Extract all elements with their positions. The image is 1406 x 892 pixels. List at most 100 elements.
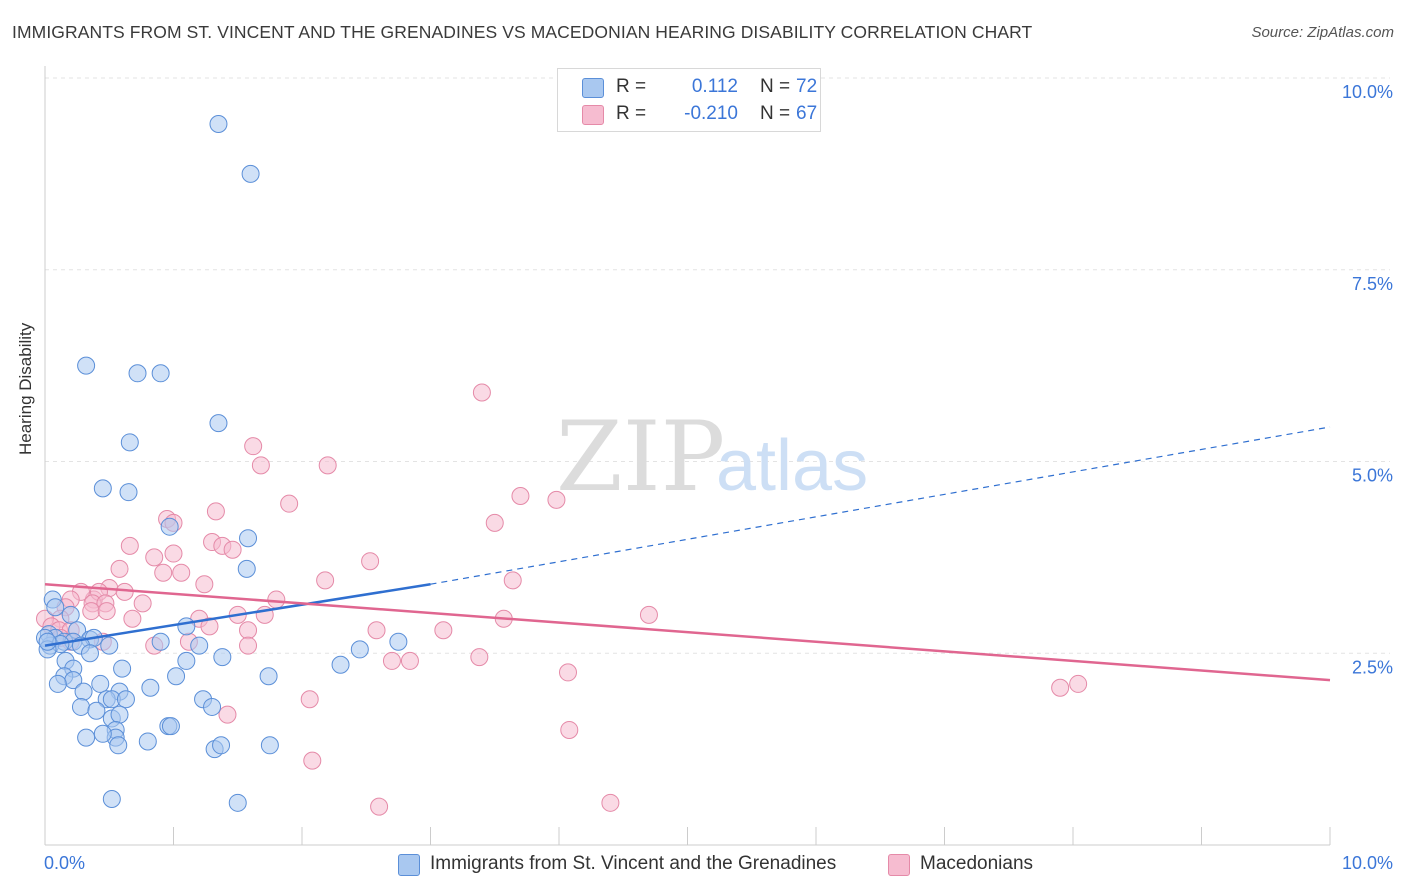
point-st-vincent bbox=[160, 517, 179, 536]
legend-swatch-blue bbox=[398, 854, 420, 876]
r-label: R = bbox=[616, 103, 647, 124]
point-st-vincent bbox=[350, 640, 369, 659]
tick-labels: 2.5% 5.0% 7.5% 10.0% 0.0% 10.0% bbox=[44, 82, 1393, 873]
point-st-vincent bbox=[119, 483, 138, 502]
series-legend: Immigrants from St. Vincent and the Gren… bbox=[0, 852, 1406, 878]
y-axis-label: Hearing Disability bbox=[16, 322, 35, 455]
point-macedonians bbox=[239, 621, 258, 640]
n-label: N = bbox=[760, 76, 791, 97]
point-st-vincent bbox=[190, 636, 209, 655]
point-st-vincent bbox=[177, 617, 196, 636]
point-macedonians bbox=[601, 793, 620, 812]
point-macedonians bbox=[316, 571, 335, 590]
point-st-vincent bbox=[80, 644, 99, 663]
point-macedonians bbox=[558, 663, 577, 682]
point-macedonians bbox=[280, 494, 299, 513]
chart-title: IMMIGRANTS FROM ST. VINCENT AND THE GREN… bbox=[12, 22, 1033, 42]
point-macedonians bbox=[434, 621, 453, 640]
point-macedonians bbox=[547, 490, 566, 509]
trend-line-macedonians bbox=[44, 582, 1331, 682]
point-st-vincent bbox=[151, 364, 170, 383]
point-macedonians bbox=[145, 548, 164, 567]
axes bbox=[44, 66, 1331, 846]
point-st-vincent bbox=[113, 659, 132, 678]
r-value: 0.112 bbox=[691, 76, 738, 97]
point-st-vincent bbox=[331, 655, 350, 674]
point-st-vincent bbox=[209, 115, 228, 134]
point-macedonians bbox=[639, 605, 658, 624]
point-macedonians bbox=[472, 383, 491, 402]
point-st-vincent bbox=[110, 705, 129, 724]
trend-lines bbox=[44, 426, 1331, 682]
point-macedonians bbox=[110, 559, 129, 578]
point-st-vincent bbox=[128, 364, 147, 383]
point-st-vincent bbox=[77, 728, 96, 747]
point-macedonians bbox=[267, 590, 286, 609]
n-label: N = bbox=[760, 103, 791, 124]
point-macedonians bbox=[206, 502, 225, 521]
y-tick-label: 7.5% bbox=[1352, 274, 1393, 294]
legend-label: Macedonians bbox=[920, 853, 1034, 874]
point-st-vincent bbox=[102, 789, 121, 808]
point-st-vincent bbox=[38, 632, 57, 651]
y-tick-label: 2.5% bbox=[1352, 657, 1393, 677]
point-macedonians bbox=[400, 651, 419, 670]
point-macedonians bbox=[239, 636, 258, 655]
legend-swatch-blue bbox=[582, 78, 604, 98]
point-macedonians bbox=[503, 571, 522, 590]
point-macedonians bbox=[200, 617, 219, 636]
point-st-vincent bbox=[77, 356, 96, 375]
point-st-vincent bbox=[138, 732, 157, 751]
legend-swatch-pink bbox=[582, 105, 604, 125]
point-st-vincent bbox=[93, 479, 112, 498]
point-st-vincent bbox=[237, 559, 256, 578]
point-macedonians bbox=[164, 544, 183, 563]
point-st-vincent bbox=[161, 717, 180, 736]
point-macedonians bbox=[195, 575, 214, 594]
y-tick-label: 5.0% bbox=[1352, 466, 1393, 486]
point-macedonians bbox=[123, 609, 142, 628]
trend-line-st-vincent bbox=[44, 582, 431, 647]
y-tick-label: 10.0% bbox=[1342, 82, 1393, 102]
point-macedonians bbox=[1051, 678, 1070, 697]
legend-swatch-pink bbox=[888, 854, 910, 876]
point-macedonians bbox=[485, 513, 504, 532]
point-macedonians bbox=[82, 602, 101, 621]
point-macedonians bbox=[172, 563, 191, 582]
series-st-vincent bbox=[36, 115, 408, 812]
point-macedonians bbox=[251, 456, 270, 475]
point-macedonians bbox=[361, 552, 380, 571]
point-macedonians bbox=[120, 536, 139, 555]
point-st-vincent bbox=[100, 636, 119, 655]
point-st-vincent bbox=[259, 667, 278, 686]
watermark-zip: ZIP bbox=[556, 401, 725, 513]
point-st-vincent bbox=[209, 414, 228, 433]
point-st-vincent bbox=[87, 701, 106, 720]
point-st-vincent bbox=[91, 674, 110, 693]
point-st-vincent bbox=[260, 736, 279, 755]
point-macedonians bbox=[560, 720, 579, 739]
point-macedonians bbox=[97, 602, 116, 621]
point-macedonians bbox=[511, 487, 530, 506]
x-tick-label: 10.0% bbox=[1342, 853, 1393, 873]
r-label: R = bbox=[616, 76, 647, 97]
point-st-vincent bbox=[141, 678, 160, 697]
point-st-vincent bbox=[213, 648, 232, 667]
watermark-atlas: atlas bbox=[716, 426, 868, 506]
point-st-vincent bbox=[151, 632, 170, 651]
r-value: -0.210 bbox=[684, 103, 738, 124]
point-st-vincent bbox=[46, 598, 65, 617]
point-macedonians bbox=[470, 648, 489, 667]
point-st-vincent bbox=[71, 697, 90, 716]
point-st-vincent bbox=[239, 529, 258, 548]
point-st-vincent bbox=[389, 632, 408, 651]
legend-label: Immigrants from St. Vincent and the Gren… bbox=[430, 853, 837, 874]
point-st-vincent bbox=[167, 667, 186, 686]
point-st-vincent bbox=[203, 697, 222, 716]
point-macedonians bbox=[370, 797, 389, 816]
point-st-vincent bbox=[228, 793, 247, 812]
point-st-vincent bbox=[120, 433, 139, 452]
point-st-vincent bbox=[212, 736, 231, 755]
point-macedonians bbox=[318, 456, 337, 475]
